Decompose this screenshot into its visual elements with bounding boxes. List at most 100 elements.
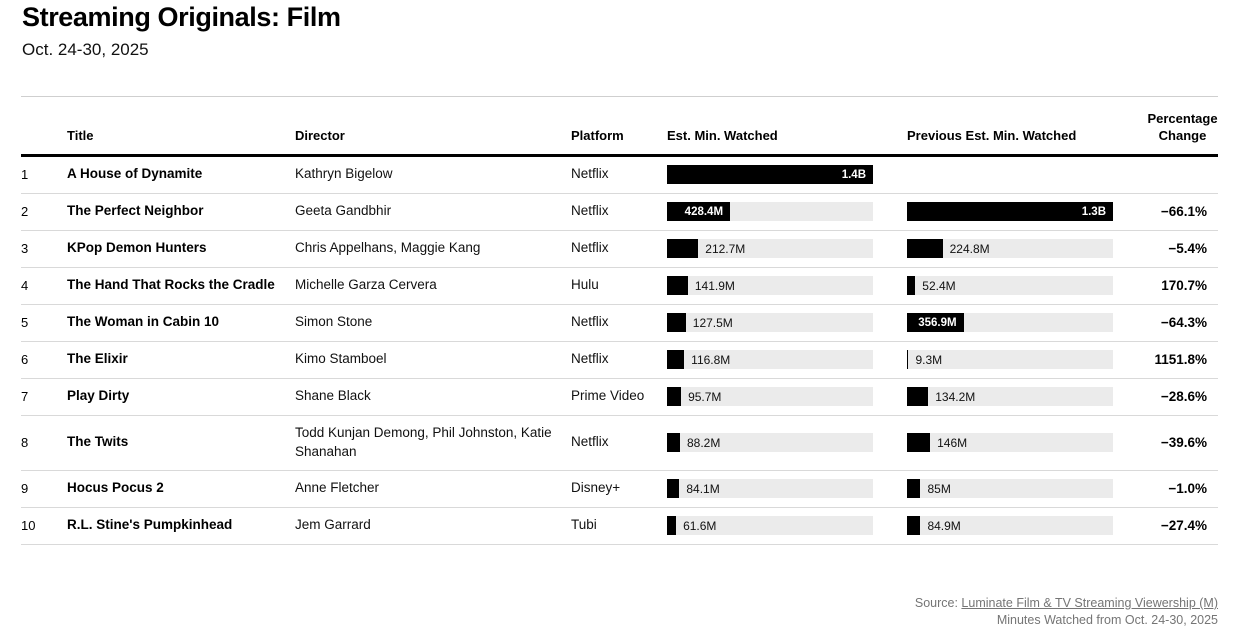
- prev-bar-fill: 356.9M: [907, 313, 964, 333]
- title-cell: Hocus Pocus 2: [67, 480, 164, 496]
- table-row: 1 A House of Dynamite Kathryn Bigelow Netfl…: [21, 157, 1218, 194]
- header-title: Title: [67, 127, 94, 143]
- est-bar-value: 141.9M: [694, 278, 735, 293]
- title-cell: The Woman in Cabin 10: [67, 314, 220, 330]
- est-bar-fill: [667, 239, 699, 259]
- prev-bar-fill: [907, 516, 921, 536]
- est-min-watched-cell: 428.4M: [667, 202, 907, 222]
- director-cell: Todd Kunjan Demong, Phil Johnston, Katie…: [295, 424, 552, 459]
- est-min-watched-cell: 61.6M: [667, 516, 907, 536]
- est-bar-fill: [667, 387, 682, 407]
- rank-cell: 3: [21, 241, 29, 257]
- est-bar-track: 141.9M: [667, 276, 873, 296]
- director-cell: Kathryn Bigelow: [295, 166, 393, 182]
- prev-bar-fill: [907, 350, 909, 370]
- est-min-watched-cell: 141.9M: [667, 276, 907, 296]
- est-bar-fill: 1.4B: [667, 165, 873, 185]
- source-line: Source: Luminate Film & TV Streaming Vie…: [915, 595, 1218, 612]
- page-subtitle: Oct. 24-30, 2025: [22, 40, 149, 59]
- percentage-change-cell: −66.1%: [1160, 204, 1207, 220]
- est-min-watched-cell: 88.2M: [667, 433, 907, 453]
- prev-bar-value: 356.9M: [918, 316, 957, 329]
- prev-bar-track: 134.2M: [907, 387, 1113, 407]
- prev-est-min-watched-cell: 356.9M: [907, 313, 1147, 333]
- est-bar-value: 61.6M: [683, 518, 717, 533]
- est-min-watched-cell: 127.5M: [667, 313, 907, 333]
- est-bar-track: 84.1M: [667, 479, 873, 499]
- est-bar-track: 95.7M: [667, 387, 873, 407]
- table-row: 3 KPop Demon Hunters Chris Appelhans, Magg…: [21, 231, 1218, 268]
- platform-cell: Tubi: [571, 517, 597, 533]
- est-bar-fill: [667, 350, 685, 370]
- rank-cell: 10: [21, 518, 36, 534]
- source-link[interactable]: Luminate Film & TV Streaming Viewership …: [961, 596, 1218, 610]
- prev-bar-empty: [907, 165, 1113, 184]
- table-header-row: Title Director Platform Est. Min. Watche…: [21, 96, 1218, 157]
- percentage-change-cell: −27.4%: [1160, 518, 1207, 534]
- est-bar-track: 88.2M: [667, 433, 873, 453]
- percentage-change-cell: −5.4%: [1168, 241, 1207, 257]
- table-row: 4 The Hand That Rocks the Cradle Michelle …: [21, 268, 1218, 305]
- platform-cell: Hulu: [571, 277, 599, 293]
- prev-bar-value: 9.3M: [915, 352, 943, 367]
- director-cell: Anne Fletcher: [295, 480, 380, 496]
- platform-cell: Netflix: [571, 166, 609, 182]
- est-bar-track: 428.4M: [667, 202, 873, 222]
- director-cell: Michelle Garza Cervera: [295, 277, 437, 293]
- rank-cell: 2: [21, 204, 29, 220]
- prev-est-min-watched-cell: 84.9M: [907, 516, 1147, 536]
- est-min-watched-cell: 95.7M: [667, 387, 907, 407]
- table-row: 10 R.L. Stine's Pumpkinhead Jem Garrard Tub…: [21, 508, 1218, 545]
- director-cell: Kimo Stamboel: [295, 351, 387, 367]
- prev-bar-track: 85M: [907, 479, 1113, 499]
- percentage-change-cell: −1.0%: [1168, 481, 1207, 497]
- est-min-watched-cell: 1.4B: [667, 165, 907, 185]
- prev-est-min-watched-cell: 1.3B: [907, 202, 1147, 222]
- title-cell: The Hand That Rocks the Cradle: [67, 277, 275, 293]
- percentage-change-cell: 1151.8%: [1154, 352, 1207, 368]
- prev-bar-value: 85M: [927, 481, 951, 496]
- est-bar-fill: 428.4M: [667, 202, 731, 222]
- prev-bar-fill: [907, 276, 916, 296]
- prev-bar-fill: 1.3B: [907, 202, 1113, 222]
- percentage-change-cell: −39.6%: [1160, 435, 1207, 451]
- title-cell: R.L. Stine's Pumpkinhead: [67, 517, 233, 533]
- prev-bar-value: 1.3B: [1081, 205, 1106, 218]
- platform-cell: Netflix: [571, 351, 609, 367]
- prev-bar-track: 52.4M: [907, 276, 1113, 296]
- table-row: 7 Play Dirty Shane Black Prime Video 95.7M 13…: [21, 379, 1218, 416]
- header-percentage-change: Percentage Change: [1147, 111, 1218, 143]
- prev-est-min-watched-cell: [907, 165, 1147, 184]
- prev-bar-fill: [907, 387, 929, 407]
- percentage-change-cell: −64.3%: [1160, 315, 1207, 331]
- est-min-watched-cell: 84.1M: [667, 479, 907, 499]
- platform-cell: Netflix: [571, 314, 609, 330]
- table-row: 2 The Perfect Neighbor Geeta Gandbhir Netfl…: [21, 194, 1218, 231]
- prev-bar-value: 224.8M: [949, 241, 990, 256]
- est-bar-value: 428.4M: [684, 205, 724, 218]
- prev-est-min-watched-cell: 224.8M: [907, 239, 1147, 259]
- title-cell: The Perfect Neighbor: [67, 203, 204, 219]
- rank-cell: 4: [21, 278, 29, 294]
- prev-bar-track: 84.9M: [907, 516, 1113, 536]
- table-row: 5 The Woman in Cabin 10 Simon Stone Netflix…: [21, 305, 1218, 342]
- prev-bar-track: 356.9M: [907, 313, 1113, 333]
- footer-note: Minutes Watched from Oct. 24-30, 2025: [996, 612, 1218, 627]
- prev-bar-value: 146M: [937, 435, 968, 450]
- est-bar-fill: [667, 516, 677, 536]
- rank-cell: 1: [21, 167, 29, 183]
- est-bar-track: 212.7M: [667, 239, 873, 259]
- prev-est-min-watched-cell: 134.2M: [907, 387, 1147, 407]
- prev-est-min-watched-cell: 146M: [907, 433, 1147, 453]
- prev-bar-track: 1.3B: [907, 202, 1113, 222]
- prev-bar-fill: [907, 479, 921, 499]
- est-bar-value: 84.1M: [686, 481, 720, 496]
- director-cell: Chris Appelhans, Maggie Kang: [295, 240, 481, 256]
- rank-cell: 9: [21, 481, 29, 497]
- est-bar-value: 212.7M: [705, 241, 746, 256]
- table-body: 1 A House of Dynamite Kathryn Bigelow Netfl…: [21, 157, 1218, 545]
- prev-bar-track: 224.8M: [907, 239, 1113, 259]
- est-bar-fill: [667, 313, 686, 333]
- source-footer: Source: Luminate Film & TV Streaming Vie…: [915, 595, 1218, 628]
